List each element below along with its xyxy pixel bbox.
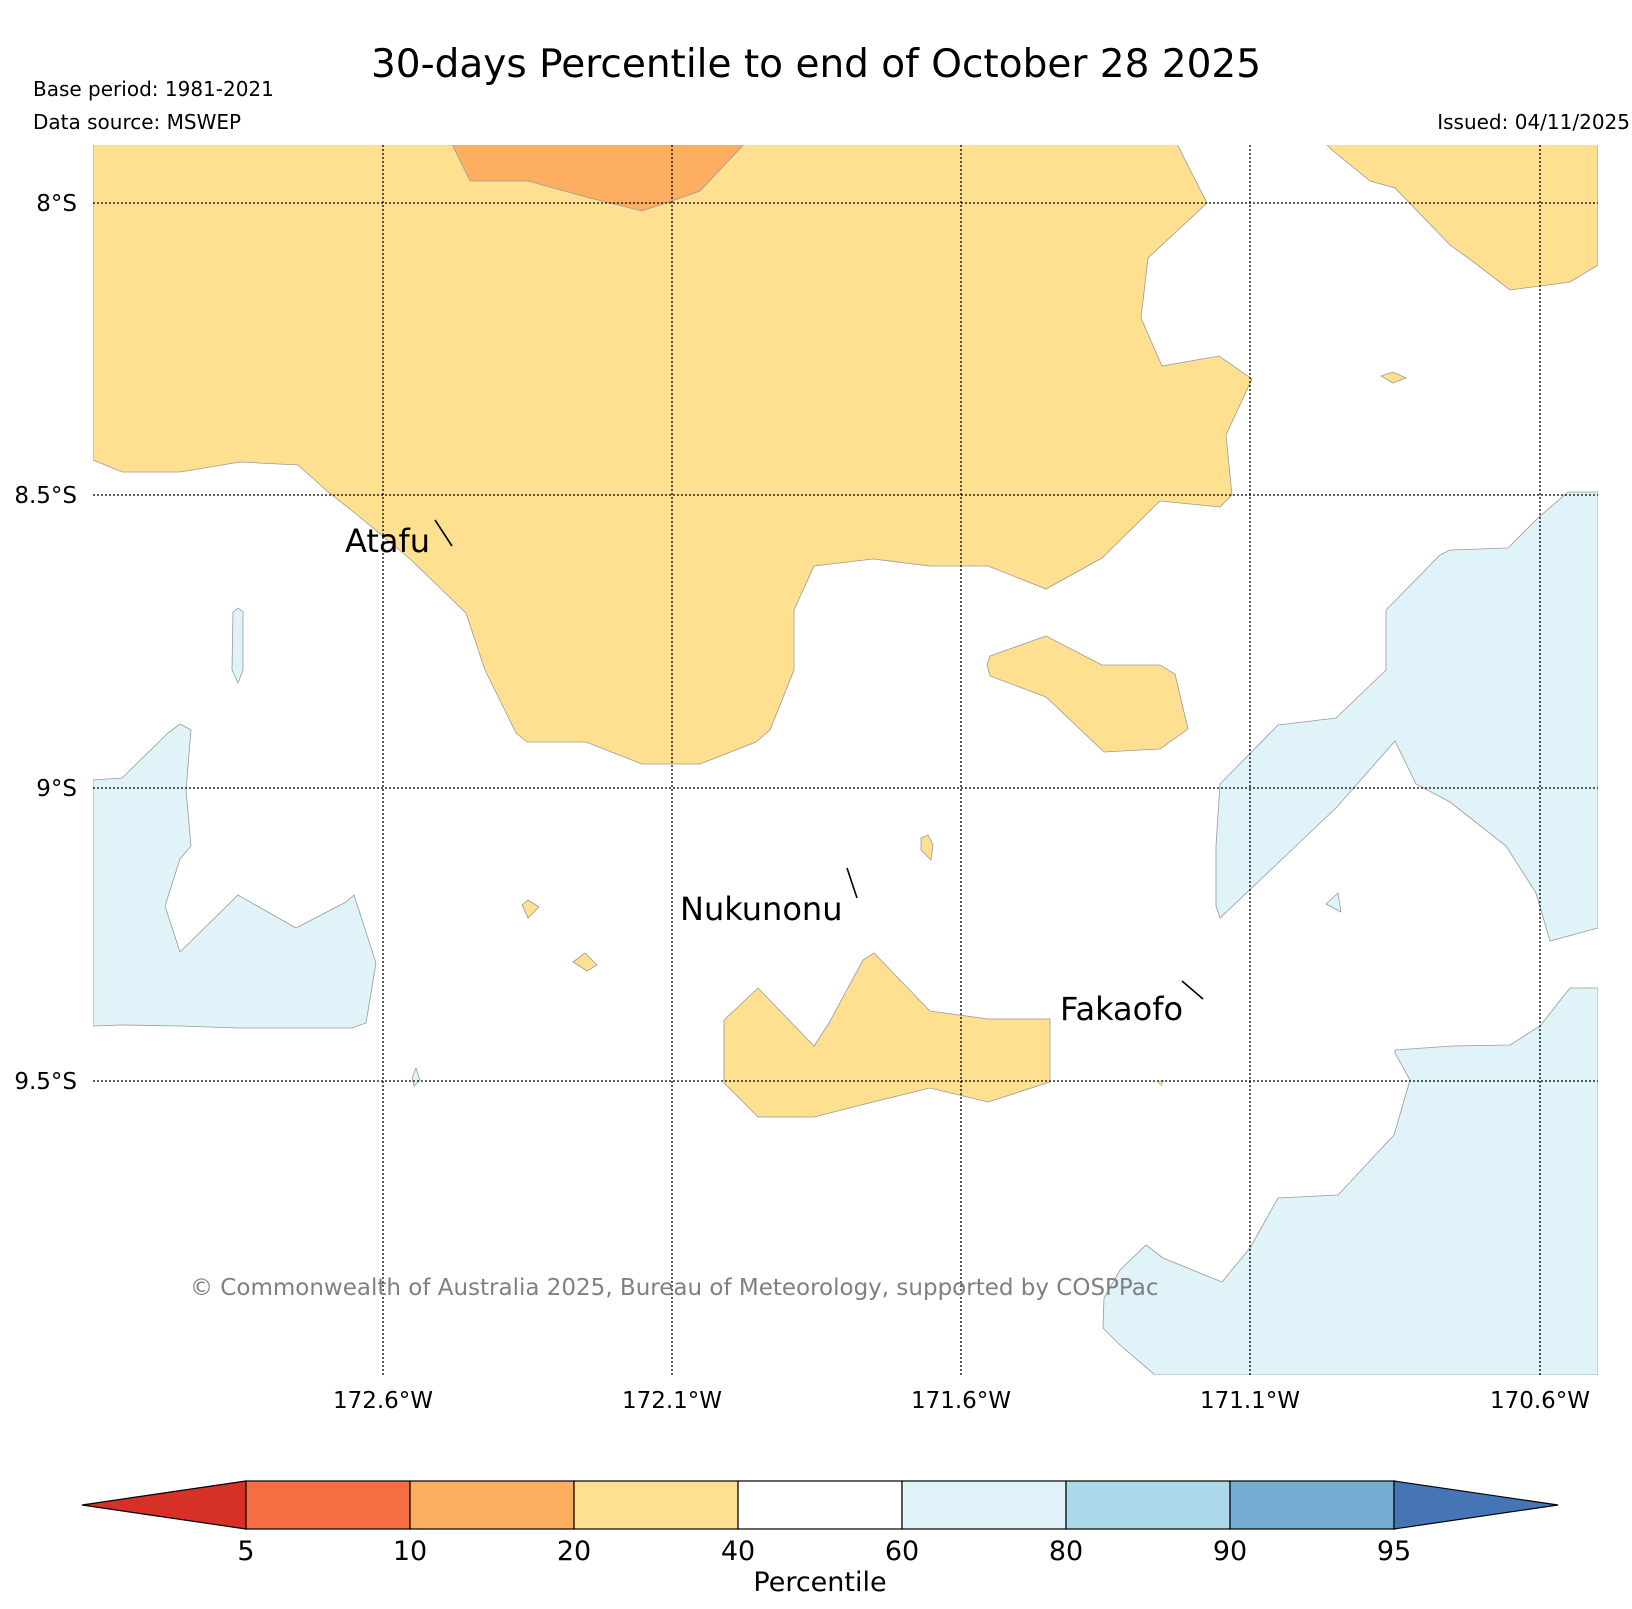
colorbar-10-20 (409, 1480, 575, 1530)
region-20-40-speck2 (920, 834, 934, 861)
lon-label: 170.6°W (1490, 1388, 1590, 1414)
lat-label: 9°S (36, 776, 77, 802)
lon-label: 172.6°W (333, 1388, 433, 1414)
colorbar-tick: 40 (721, 1536, 755, 1567)
percentile-map (93, 145, 1598, 1375)
region-60-80-west-strip (231, 607, 244, 685)
colorbar-tick-labels: 5 10 20 40 60 80 90 95 (237, 1536, 1411, 1567)
colorbar-tick: 20 (557, 1536, 591, 1567)
base-period-text: Base period: 1981-2021 (33, 77, 274, 101)
region-20-40-topright (1326, 145, 1598, 291)
region-20-40-speck4 (572, 952, 598, 972)
lat-axis-labels: 8°S 8.5°S 9°S 9.5°S (14, 191, 77, 1095)
fakaofo-atoll-mark (1181, 980, 1204, 1000)
region-20-40-speck (1380, 371, 1408, 384)
region-20-40-speck3 (521, 899, 540, 919)
issued-text: Issued: 04/11/2025 (1437, 110, 1630, 134)
map-title: 30-days Percentile to end of October 28 … (370, 42, 1262, 87)
colorbar-label: Percentile (753, 1567, 886, 1598)
region-20-40-south (723, 952, 1051, 1118)
place-label-atafu: Atafu (345, 522, 430, 560)
colorbar (81, 1480, 1559, 1530)
colorbar-5-10 (245, 1480, 411, 1530)
place-label-nukunonu: Nukunonu (680, 890, 842, 928)
lat-label: 8°S (36, 191, 77, 217)
lon-label: 171.1°W (1200, 1388, 1300, 1414)
colorbar-tick: 60 (885, 1536, 919, 1567)
region-60-80-east (1215, 491, 1598, 942)
copyright-text: © Commonwealth of Australia 2025, Bureau… (190, 1275, 1159, 1301)
colorbar-tick: 5 (237, 1536, 254, 1567)
lon-label: 172.1°W (622, 1388, 722, 1414)
colorbar-60-80 (901, 1480, 1067, 1530)
lon-axis-labels: 172.6°W 172.1°W 171.6°W 171.1°W 170.6°W (333, 1388, 1590, 1414)
colorbar-90-95 (1229, 1480, 1395, 1530)
nukunonu-atoll-mark (846, 867, 858, 899)
region-60-80-west (93, 723, 377, 1029)
region-10-20-top (451, 145, 744, 212)
colorbar-20-40 (573, 1480, 739, 1530)
colorbar-tick: 90 (1213, 1536, 1247, 1567)
atafu-atoll-mark (434, 519, 453, 547)
atoll-marks (434, 519, 1204, 1000)
colorbar-above-95 (1393, 1480, 1559, 1530)
colorbar-below-5 (81, 1480, 247, 1530)
region-60-80-speck (411, 1066, 421, 1087)
colorbar-tick: 10 (393, 1536, 427, 1567)
colorbar-tick: 80 (1049, 1536, 1083, 1567)
gridlines (93, 145, 1598, 1375)
place-label-fakaofo: Fakaofo (1060, 990, 1183, 1028)
colorbar-40-60 (737, 1480, 903, 1530)
region-20-40-mid (986, 635, 1189, 753)
lat-label: 9.5°S (14, 1069, 77, 1095)
colorbar-tick: 95 (1377, 1536, 1411, 1567)
colorbar-80-90 (1065, 1480, 1231, 1530)
region-60-80-southeast (1102, 987, 1598, 1375)
data-source-text: Data source: MSWEP (33, 110, 242, 134)
region-60-80-speck2 (1325, 892, 1342, 913)
lon-label: 171.6°W (911, 1388, 1011, 1414)
lat-label: 8.5°S (14, 483, 77, 509)
